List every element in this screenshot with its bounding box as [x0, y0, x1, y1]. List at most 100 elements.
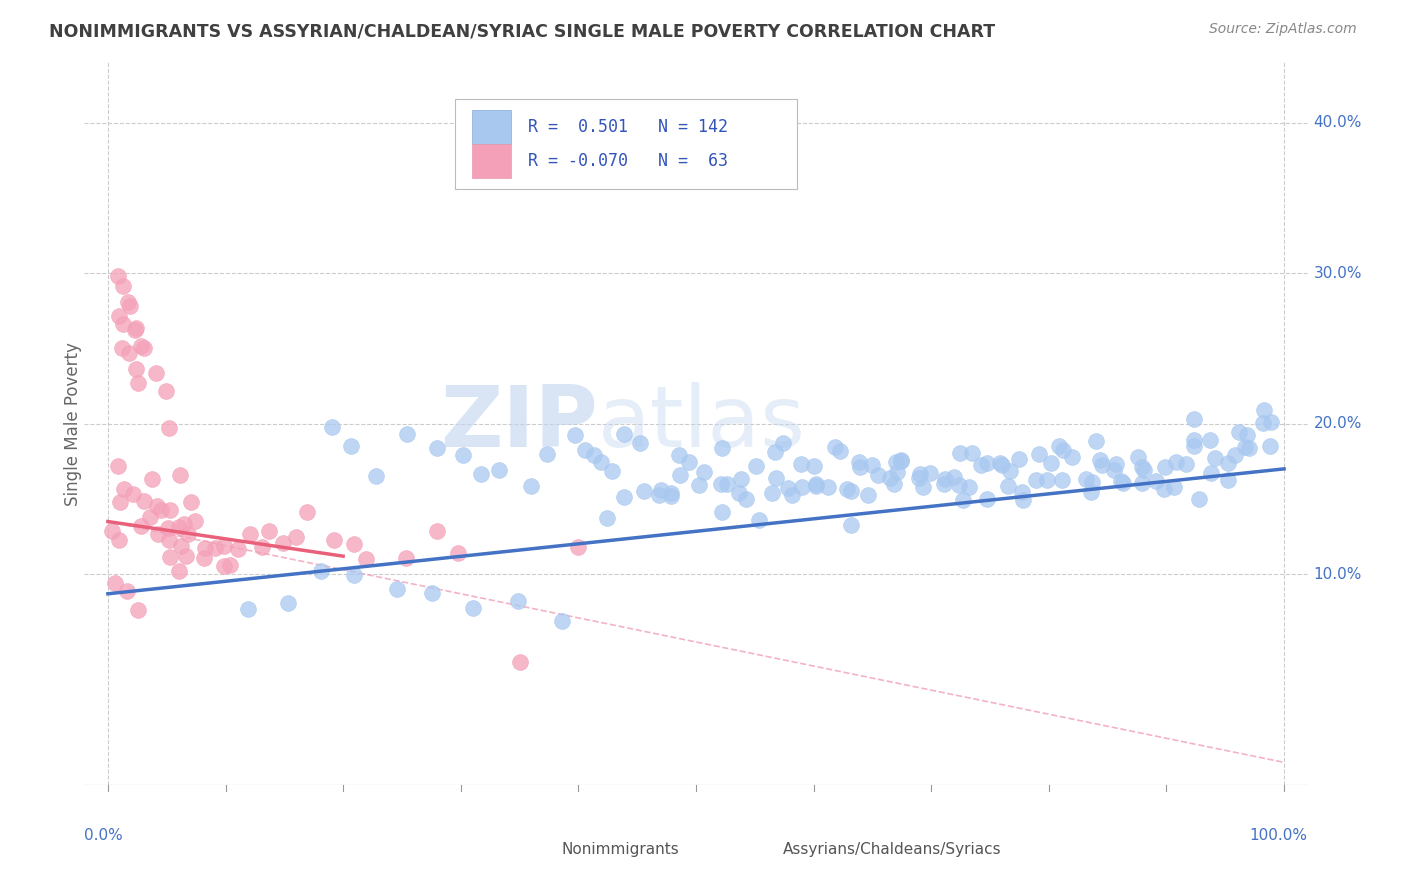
Point: [343, 568, 366, 582]
Point: [997, 479, 1019, 493]
Text: Nonimmigrants: Nonimmigrants: [561, 842, 679, 857]
Point: [1036, 473, 1059, 487]
Point: [271, 536, 294, 550]
Point: [817, 480, 839, 494]
Point: [991, 458, 1014, 472]
Text: ZIP: ZIP: [440, 382, 598, 466]
Text: 20.0%: 20.0%: [1313, 417, 1362, 431]
Point: [780, 487, 803, 501]
Point: [343, 537, 366, 551]
Point: [146, 526, 169, 541]
Point: [1182, 433, 1205, 447]
Point: [508, 594, 530, 608]
Point: [948, 477, 970, 491]
Point: [150, 502, 173, 516]
Point: [976, 492, 998, 507]
Point: [134, 341, 156, 355]
Point: [1126, 450, 1149, 464]
Point: [159, 550, 181, 565]
Point: [969, 458, 991, 472]
Point: [1052, 443, 1074, 458]
Point: [127, 376, 149, 390]
Point: [139, 509, 162, 524]
Point: [803, 458, 825, 473]
Point: [792, 480, 814, 494]
Point: [790, 457, 813, 471]
Text: 0.0%: 0.0%: [84, 829, 124, 843]
Point: [110, 341, 132, 355]
Point: [395, 427, 418, 442]
Point: [763, 445, 786, 459]
Point: [1102, 462, 1125, 476]
Point: [323, 533, 346, 547]
Point: [180, 495, 202, 509]
Point: [596, 510, 619, 524]
Point: [295, 505, 318, 519]
Point: [883, 477, 905, 491]
Point: [868, 467, 890, 482]
Point: [1130, 460, 1153, 475]
Point: [488, 463, 510, 477]
Point: [104, 576, 127, 591]
Point: [250, 540, 273, 554]
Point: [1080, 485, 1102, 500]
Point: [536, 447, 558, 461]
Point: [564, 427, 586, 442]
Point: [1085, 434, 1108, 449]
Point: [107, 269, 129, 284]
Point: [108, 310, 131, 324]
Point: [366, 469, 388, 483]
Text: 100.0%: 100.0%: [1250, 829, 1308, 843]
Point: [470, 467, 492, 481]
FancyBboxPatch shape: [517, 838, 554, 862]
Point: [960, 446, 983, 460]
Point: [668, 448, 690, 462]
Point: [835, 482, 858, 496]
Text: R =  0.501   N = 142: R = 0.501 N = 142: [529, 119, 728, 136]
Point: [451, 449, 474, 463]
Point: [1025, 473, 1047, 487]
Point: [613, 490, 636, 504]
Point: [1182, 440, 1205, 454]
FancyBboxPatch shape: [472, 111, 512, 145]
Point: [1130, 476, 1153, 491]
Point: [125, 321, 148, 335]
Point: [1227, 425, 1250, 439]
Point: [908, 471, 931, 485]
Point: [886, 465, 908, 479]
Point: [628, 436, 651, 450]
Point: [830, 444, 852, 458]
Point: [884, 455, 907, 469]
Point: [157, 533, 180, 547]
Point: [839, 483, 862, 498]
Point: [219, 558, 242, 572]
Point: [1216, 473, 1239, 487]
Point: [1163, 480, 1185, 494]
Point: [141, 472, 163, 486]
Text: 40.0%: 40.0%: [1313, 115, 1362, 130]
Text: 30.0%: 30.0%: [1313, 266, 1362, 281]
Text: Source: ZipAtlas.com: Source: ZipAtlas.com: [1209, 22, 1357, 37]
Point: [600, 464, 623, 478]
Point: [120, 299, 142, 313]
Point: [1047, 439, 1070, 453]
Point: [1251, 416, 1274, 430]
Point: [659, 489, 682, 503]
FancyBboxPatch shape: [738, 838, 775, 862]
Point: [648, 488, 671, 502]
Point: [745, 459, 768, 474]
Point: [735, 491, 758, 506]
Point: [976, 456, 998, 470]
Point: [730, 472, 752, 486]
Point: [125, 361, 148, 376]
Point: [551, 614, 574, 628]
Point: [1164, 455, 1187, 469]
Point: [170, 539, 193, 553]
Point: [132, 494, 155, 508]
Point: [890, 454, 912, 468]
Point: [146, 499, 169, 513]
Point: [176, 549, 198, 563]
Point: [239, 526, 262, 541]
Point: [912, 480, 935, 494]
Point: [157, 521, 180, 535]
